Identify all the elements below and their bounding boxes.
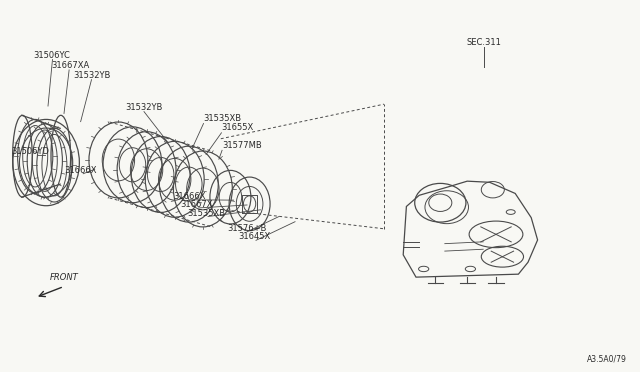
Text: 31667X: 31667X — [180, 200, 213, 209]
Text: 31655X: 31655X — [221, 123, 253, 132]
Text: 31667XA: 31667XA — [51, 61, 90, 70]
Text: 31576+B: 31576+B — [227, 224, 267, 232]
Text: 31577MB: 31577MB — [222, 141, 262, 150]
Text: 31535XB: 31535XB — [187, 209, 225, 218]
Text: 31535XB: 31535XB — [204, 114, 242, 123]
Text: 31666X: 31666X — [64, 166, 97, 175]
Text: 31645X: 31645X — [239, 232, 271, 241]
Text: 31532YB: 31532YB — [125, 103, 162, 112]
Text: 31666X: 31666X — [173, 192, 205, 201]
Text: SEC.311: SEC.311 — [467, 38, 501, 46]
Text: 31506YD: 31506YD — [12, 147, 49, 156]
Text: 31532YB: 31532YB — [74, 71, 111, 80]
Text: 31506YC: 31506YC — [33, 51, 70, 60]
Text: FRONT: FRONT — [50, 273, 78, 282]
Text: A3.5A0/79: A3.5A0/79 — [588, 355, 627, 363]
